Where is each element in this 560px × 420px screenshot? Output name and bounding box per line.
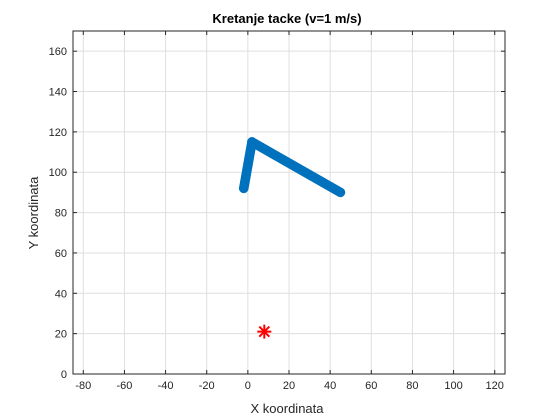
x-tick-label: -60	[116, 380, 132, 392]
target-marker-stroke	[258, 325, 271, 338]
x-tick-label: 40	[324, 380, 336, 392]
x-tick-label: -20	[199, 380, 215, 392]
x-axis-label: X koordinata	[251, 401, 325, 416]
y-tick-label: 40	[55, 288, 67, 300]
x-tick-label: 0	[245, 380, 251, 392]
x-tick-label: -80	[75, 380, 91, 392]
y-tick-label: 0	[61, 369, 67, 381]
x-tick-label: 20	[283, 380, 295, 392]
data-series	[238, 137, 346, 339]
y-tick-label: 80	[55, 208, 67, 220]
y-tick-label: 20	[55, 329, 67, 341]
x-tick-label: -40	[158, 380, 174, 392]
x-tick-label: 80	[406, 380, 418, 392]
y-tick-label: 160	[49, 46, 67, 58]
y-axis-label: Y koordinata	[26, 176, 41, 250]
x-tick-label: 60	[365, 380, 377, 392]
ticks: -80 -60 -40 -20 0 20 40 60 80 100 120 0 20 40 60 80 100 1…	[49, 31, 505, 392]
y-tick-label: 100	[49, 167, 67, 179]
x-tick-label: 100	[444, 380, 462, 392]
trajectory-point	[335, 187, 346, 198]
chart-title: Kretanje tacke (v=1 m/s)	[212, 11, 361, 26]
x-tick-label: 120	[486, 380, 504, 392]
grid	[73, 31, 505, 375]
target-marker	[257, 324, 272, 339]
y-tick-label: 120	[49, 127, 67, 139]
y-tick-label: 60	[55, 248, 67, 260]
y-tick-label: 140	[49, 87, 67, 99]
